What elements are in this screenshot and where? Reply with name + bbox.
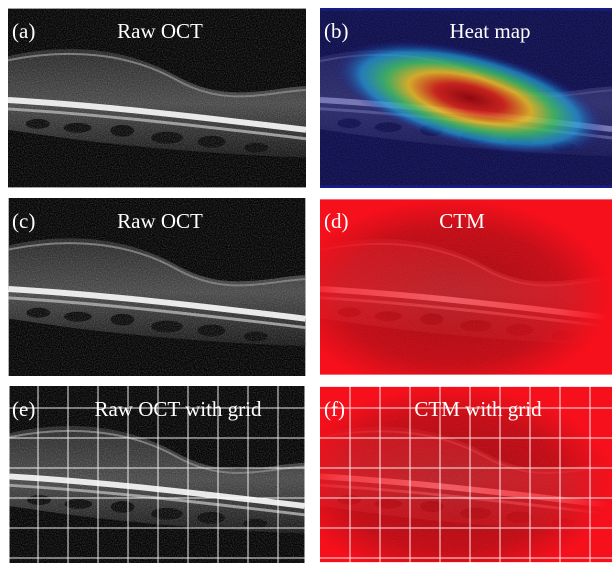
panel-title: Raw OCT bbox=[117, 209, 203, 233]
panel-title: Heat map bbox=[449, 19, 530, 43]
panel-title: Raw OCT with grid bbox=[94, 397, 262, 421]
panel-title: CTM bbox=[439, 209, 485, 233]
panel-f: (f) CTM with grid bbox=[320, 386, 614, 564]
panel-title: Raw OCT bbox=[117, 19, 203, 43]
panel-label: (a) bbox=[12, 19, 35, 43]
panel-label: (d) bbox=[324, 209, 349, 233]
panel-c: (c) Raw OCT bbox=[9, 198, 306, 376]
panel-a: (a) Raw OCT bbox=[8, 9, 306, 188]
panel-label: (e) bbox=[12, 397, 35, 421]
panel-d: (d) CTM bbox=[320, 199, 612, 374]
panel-label: (c) bbox=[12, 209, 35, 233]
figure: (a) Raw OCT (b) Heat map (c) Raw OCT (d)… bbox=[0, 0, 614, 564]
panel-e: (e) Raw OCT with grid bbox=[8, 386, 308, 564]
panel-title: CTM with grid bbox=[414, 397, 542, 421]
page: (a) Raw OCT (b) Heat map (c) Raw OCT (d)… bbox=[0, 0, 614, 564]
panel-label: (b) bbox=[324, 19, 349, 43]
panel-b: (b) Heat map bbox=[320, 8, 614, 188]
panel-label: (f) bbox=[324, 397, 345, 421]
